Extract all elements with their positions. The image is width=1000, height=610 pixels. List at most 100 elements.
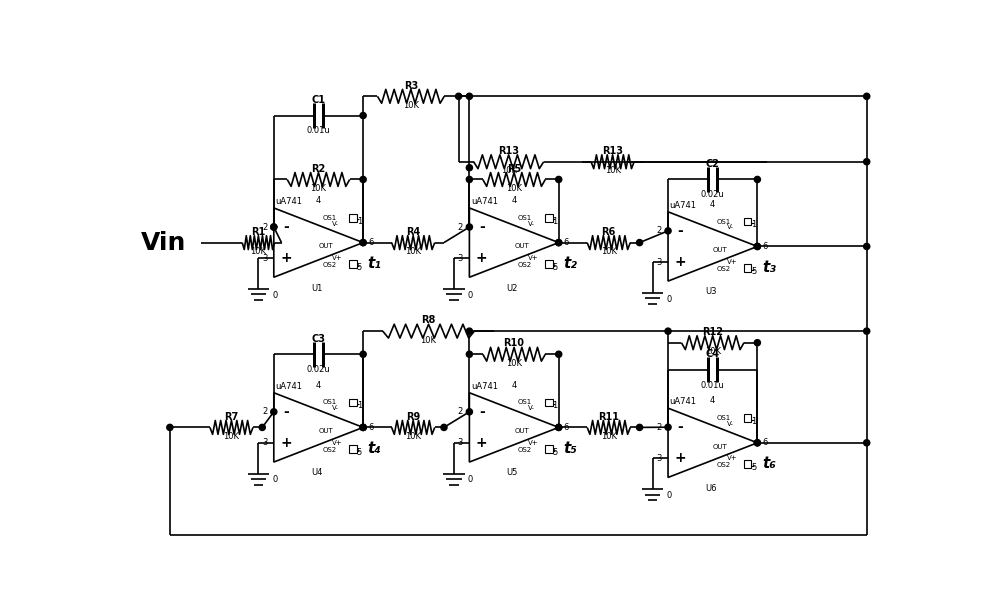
Text: V-: V- <box>332 405 339 411</box>
Text: V+: V+ <box>528 440 539 446</box>
Text: 10K: 10K <box>250 247 266 256</box>
Text: R13: R13 <box>602 146 623 156</box>
Text: 5: 5 <box>357 448 362 457</box>
Bar <box>744 264 751 272</box>
Text: t₆: t₆ <box>762 456 776 471</box>
Text: 0.01u: 0.01u <box>307 126 330 135</box>
Text: OS2: OS2 <box>518 447 532 453</box>
Text: 10K: 10K <box>506 184 522 193</box>
Circle shape <box>360 351 366 357</box>
Circle shape <box>636 240 643 246</box>
Text: C2: C2 <box>706 159 720 169</box>
Text: V-: V- <box>332 221 339 226</box>
Text: 1: 1 <box>357 401 362 411</box>
Text: V-: V- <box>528 405 535 411</box>
Text: OUT: OUT <box>713 443 728 450</box>
Text: R13: R13 <box>498 146 519 156</box>
Text: 10K: 10K <box>405 432 421 441</box>
Circle shape <box>556 176 562 182</box>
Text: 0.02u: 0.02u <box>701 190 725 199</box>
Text: OS1: OS1 <box>322 215 337 221</box>
Text: R8: R8 <box>421 315 436 325</box>
Text: 0: 0 <box>272 475 278 484</box>
Bar <box>349 260 357 268</box>
Bar <box>545 260 553 268</box>
Text: 10K: 10K <box>605 167 621 176</box>
Text: 3: 3 <box>262 254 267 263</box>
Text: 10K: 10K <box>601 247 617 256</box>
Bar <box>744 218 751 225</box>
Text: t₄: t₄ <box>368 440 382 456</box>
Text: 0: 0 <box>272 290 278 300</box>
Text: R12: R12 <box>702 327 723 337</box>
Text: uA741: uA741 <box>275 382 302 391</box>
Text: OS2: OS2 <box>322 447 336 453</box>
Text: OUT: OUT <box>514 243 529 249</box>
Text: 10K: 10K <box>421 336 437 345</box>
Text: uA741: uA741 <box>471 197 498 206</box>
Text: V-: V- <box>528 221 535 226</box>
Circle shape <box>556 240 562 246</box>
Text: C4: C4 <box>706 350 720 359</box>
Circle shape <box>556 425 562 431</box>
Text: 5: 5 <box>357 263 362 272</box>
Text: t₁: t₁ <box>368 256 382 271</box>
Text: 6: 6 <box>762 439 768 447</box>
Circle shape <box>665 328 671 334</box>
Text: Vin: Vin <box>141 231 187 254</box>
Text: OUT: OUT <box>319 243 334 249</box>
Text: 0.01u: 0.01u <box>701 381 725 390</box>
Text: 10K: 10K <box>403 101 419 110</box>
Circle shape <box>360 425 366 431</box>
Circle shape <box>271 224 277 230</box>
Bar <box>349 445 357 453</box>
Text: 6: 6 <box>368 238 374 247</box>
Text: OS1: OS1 <box>322 400 337 406</box>
Text: -: - <box>283 220 289 234</box>
Circle shape <box>556 425 562 431</box>
Circle shape <box>466 224 472 230</box>
Text: OS2: OS2 <box>717 462 731 468</box>
Text: 1: 1 <box>552 401 557 411</box>
Text: uA741: uA741 <box>471 382 498 391</box>
Circle shape <box>360 425 366 431</box>
Text: U6: U6 <box>705 484 716 493</box>
Text: R10: R10 <box>504 339 525 348</box>
Text: 3: 3 <box>457 439 463 448</box>
Bar <box>545 398 553 406</box>
Text: C1: C1 <box>311 95 325 105</box>
Circle shape <box>456 93 462 99</box>
Text: 4: 4 <box>511 196 517 205</box>
Text: OUT: OUT <box>713 247 728 253</box>
Circle shape <box>665 424 671 430</box>
Text: 6: 6 <box>564 238 569 247</box>
Text: 3: 3 <box>656 257 661 267</box>
Text: OS1: OS1 <box>518 215 532 221</box>
Circle shape <box>259 425 265 431</box>
Text: -: - <box>677 224 683 238</box>
Circle shape <box>864 159 870 165</box>
Circle shape <box>466 328 472 334</box>
Text: +: + <box>675 451 686 465</box>
Text: 3: 3 <box>656 454 661 463</box>
Text: uA741: uA741 <box>670 398 697 406</box>
Text: 10K: 10K <box>405 247 421 256</box>
Circle shape <box>360 425 366 431</box>
Text: 5: 5 <box>552 448 557 457</box>
Text: U1: U1 <box>311 284 322 293</box>
Text: V+: V+ <box>332 255 343 261</box>
Text: -: - <box>479 405 485 419</box>
Text: OS1: OS1 <box>717 218 731 224</box>
Text: 5: 5 <box>751 267 756 276</box>
Text: R1: R1 <box>251 227 266 237</box>
Circle shape <box>636 425 643 431</box>
Circle shape <box>441 425 447 431</box>
Circle shape <box>754 176 760 182</box>
Circle shape <box>360 240 366 246</box>
Text: 1: 1 <box>552 217 557 226</box>
Text: 10K: 10K <box>506 359 522 368</box>
Circle shape <box>864 243 870 249</box>
Text: V+: V+ <box>528 255 539 261</box>
Text: 2: 2 <box>458 407 463 416</box>
Text: U4: U4 <box>311 468 322 478</box>
